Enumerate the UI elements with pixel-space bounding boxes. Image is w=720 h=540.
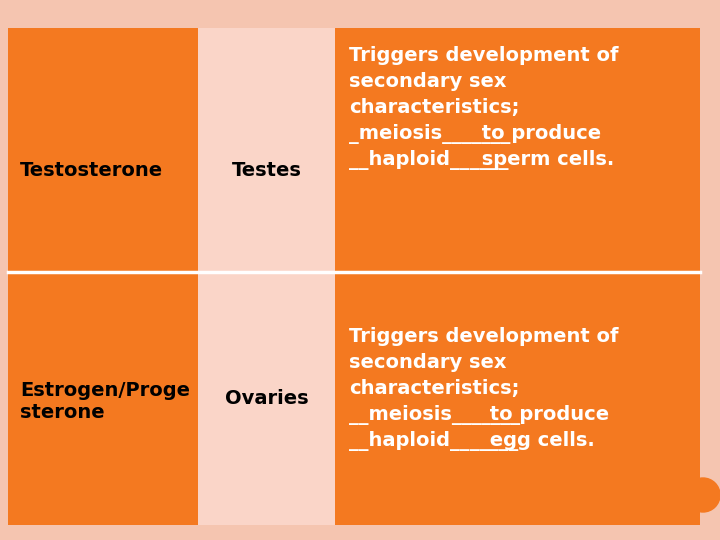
Bar xyxy=(198,272,335,525)
Text: characteristics;: characteristics; xyxy=(349,98,519,117)
Text: __meiosis_______: __meiosis_______ xyxy=(349,405,520,425)
Circle shape xyxy=(686,478,720,512)
Bar xyxy=(198,28,335,272)
Bar xyxy=(335,272,700,525)
Bar xyxy=(8,28,198,272)
Text: secondary sex: secondary sex xyxy=(349,353,506,372)
Text: secondary sex: secondary sex xyxy=(349,72,506,91)
Text: _meiosis_______: _meiosis_______ xyxy=(349,124,510,144)
Text: sperm cells.: sperm cells. xyxy=(475,150,614,169)
Text: egg cells.: egg cells. xyxy=(483,431,595,450)
Text: __haploid______: __haploid______ xyxy=(349,150,508,170)
Text: Testosterone: Testosterone xyxy=(20,160,163,179)
Text: Ovaries: Ovaries xyxy=(225,389,308,408)
Text: Estrogen/Proge: Estrogen/Proge xyxy=(20,381,190,400)
Text: to produce: to produce xyxy=(483,405,610,424)
Text: Testes: Testes xyxy=(232,160,302,179)
Text: Triggers development of: Triggers development of xyxy=(349,327,618,346)
Text: sterone: sterone xyxy=(20,403,104,422)
Bar xyxy=(8,272,198,525)
Bar xyxy=(335,28,700,272)
Text: characteristics;: characteristics; xyxy=(349,379,519,398)
Text: to produce: to produce xyxy=(475,124,601,143)
Text: Triggers development of: Triggers development of xyxy=(349,46,618,65)
Text: __haploid_______: __haploid_______ xyxy=(349,431,518,451)
